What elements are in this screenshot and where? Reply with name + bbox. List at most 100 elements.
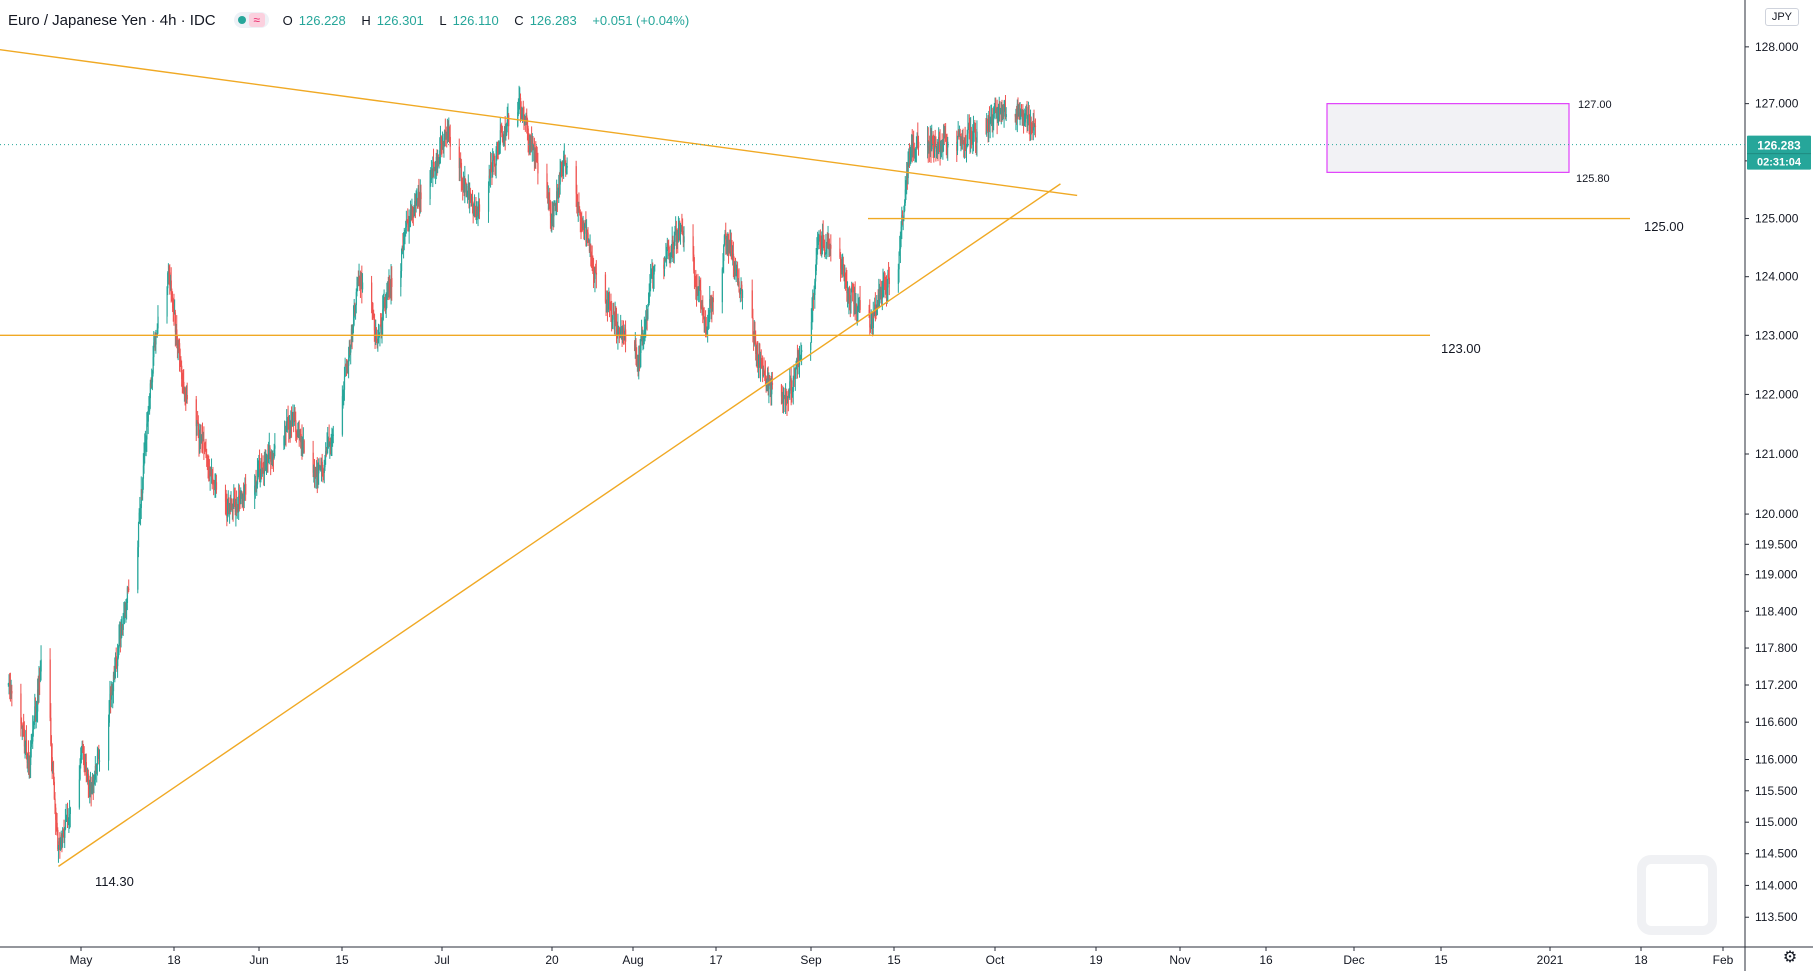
candle bbox=[155, 329, 157, 354]
candle-body bbox=[811, 308, 813, 322]
candle-body bbox=[842, 263, 845, 273]
candle-body bbox=[490, 165, 492, 171]
candle-body bbox=[575, 166, 577, 194]
candle bbox=[638, 345, 640, 380]
candle bbox=[588, 239, 591, 253]
candle-body bbox=[94, 765, 97, 780]
candle-body bbox=[125, 608, 127, 611]
candle bbox=[972, 124, 974, 155]
candle bbox=[32, 715, 34, 749]
candle bbox=[405, 210, 408, 234]
candle-body bbox=[20, 693, 22, 724]
candle-body bbox=[476, 215, 478, 221]
candle bbox=[620, 325, 623, 340]
candle-body bbox=[294, 418, 296, 421]
candle-body bbox=[998, 112, 1000, 117]
symbol-title[interactable]: Euro / Japanese Yen · 4h · IDC bbox=[8, 11, 216, 29]
candle-body bbox=[55, 819, 58, 823]
candle-body bbox=[761, 362, 763, 366]
ascending-trendline[interactable] bbox=[58, 183, 1061, 867]
candle-body bbox=[411, 207, 413, 212]
candle-body bbox=[817, 244, 819, 250]
time-axis[interactable] bbox=[0, 947, 1813, 971]
candle-body bbox=[30, 746, 32, 766]
candle bbox=[812, 292, 815, 311]
candle-body bbox=[28, 755, 30, 764]
candle-body bbox=[989, 120, 991, 125]
candle bbox=[993, 106, 995, 131]
candle bbox=[521, 106, 523, 121]
candle-body bbox=[78, 779, 81, 808]
candle-body bbox=[815, 270, 817, 282]
candle-body bbox=[755, 346, 758, 354]
candle bbox=[785, 388, 787, 406]
candle-body bbox=[913, 148, 916, 154]
candle-body bbox=[327, 440, 329, 446]
candle bbox=[185, 387, 187, 411]
price-badge[interactable] bbox=[1747, 135, 1811, 170]
candle bbox=[591, 245, 593, 272]
candle bbox=[680, 222, 682, 245]
candle-body bbox=[585, 224, 587, 243]
candle bbox=[625, 320, 627, 353]
candle-body bbox=[622, 327, 625, 333]
candle bbox=[640, 335, 642, 368]
candle bbox=[560, 160, 562, 177]
candle-body bbox=[379, 325, 381, 334]
candle bbox=[1017, 97, 1019, 120]
candle bbox=[731, 239, 733, 261]
candle-body bbox=[52, 772, 54, 774]
candle-body bbox=[348, 350, 351, 358]
candle-body bbox=[121, 627, 123, 635]
candle-body bbox=[707, 326, 709, 329]
candle bbox=[384, 294, 387, 314]
candle-body bbox=[429, 180, 431, 200]
range-box[interactable] bbox=[1326, 103, 1570, 173]
candle bbox=[406, 219, 408, 224]
currency-button[interactable]: JPY bbox=[1764, 8, 1799, 26]
candle-body bbox=[142, 465, 145, 479]
candle-body bbox=[83, 752, 85, 755]
candle-body bbox=[147, 421, 149, 424]
candle bbox=[80, 745, 83, 764]
candle bbox=[65, 803, 67, 822]
gear-icon[interactable]: ⚙ bbox=[1782, 949, 1798, 966]
candle bbox=[1002, 104, 1004, 121]
candle bbox=[167, 271, 169, 296]
candle bbox=[298, 420, 300, 447]
candle-body bbox=[25, 739, 27, 746]
candle-body bbox=[764, 374, 766, 376]
candle-body bbox=[154, 341, 156, 345]
candle bbox=[771, 372, 773, 406]
descending-trendline[interactable] bbox=[0, 41, 1078, 197]
candle-body bbox=[233, 497, 235, 507]
candle-body bbox=[354, 304, 356, 310]
candle bbox=[10, 679, 12, 700]
candle bbox=[488, 164, 490, 193]
candle bbox=[87, 769, 90, 799]
candle-body bbox=[995, 109, 998, 113]
candle bbox=[732, 245, 734, 266]
candle-body bbox=[227, 503, 229, 514]
candle-body bbox=[243, 494, 245, 501]
candle bbox=[757, 354, 760, 379]
candle bbox=[270, 451, 272, 476]
candle-body bbox=[612, 312, 614, 320]
candle-body bbox=[554, 204, 556, 206]
candle-body bbox=[858, 300, 861, 303]
candle-body bbox=[732, 253, 734, 256]
candle bbox=[317, 462, 319, 489]
market-status[interactable]: ≈ bbox=[233, 12, 269, 28]
candle bbox=[929, 135, 931, 163]
candle-body bbox=[1016, 114, 1018, 119]
candle bbox=[504, 116, 506, 151]
candle bbox=[878, 278, 880, 309]
candle bbox=[581, 217, 584, 232]
candle-body bbox=[80, 752, 83, 755]
candle bbox=[147, 405, 149, 435]
candle bbox=[82, 740, 84, 754]
candle bbox=[801, 344, 803, 366]
candle-body bbox=[911, 140, 913, 153]
